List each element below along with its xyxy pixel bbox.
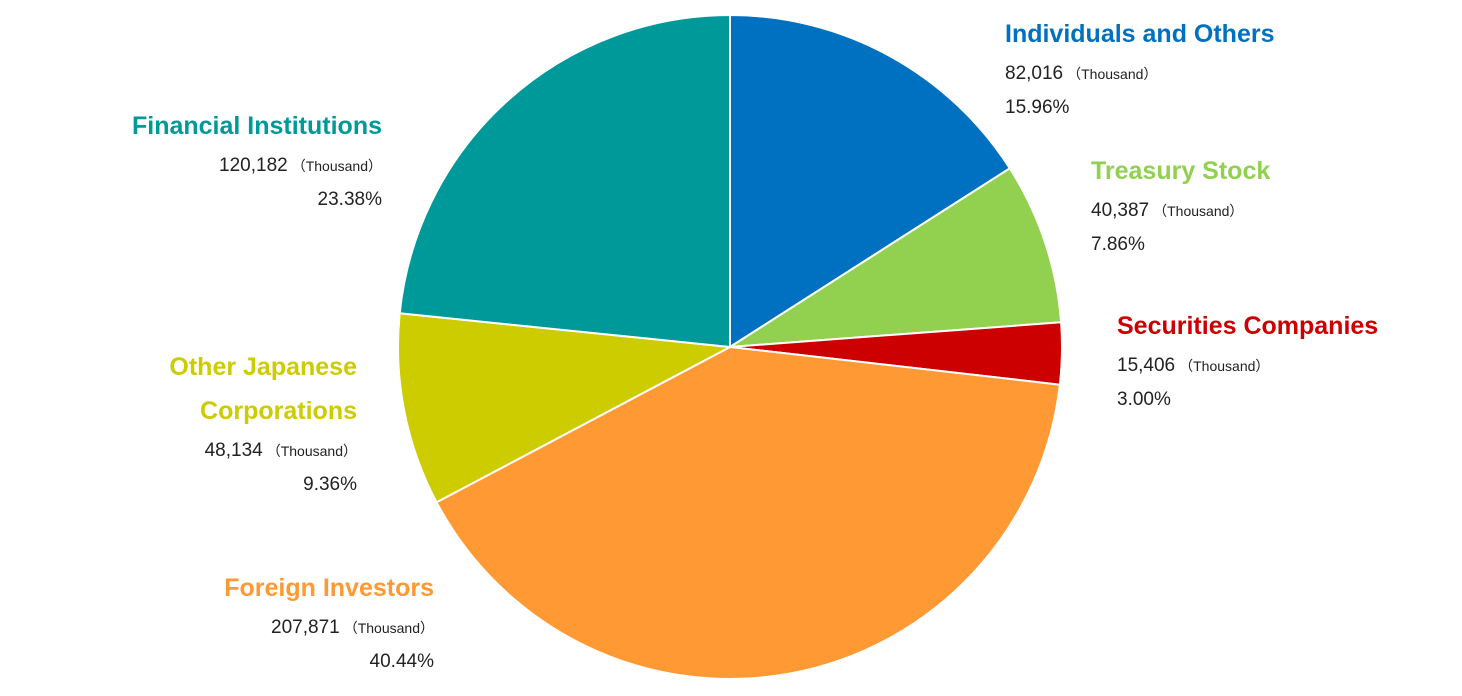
amount-value: 15,406 xyxy=(1117,355,1176,376)
pie-slice-foreign-investors xyxy=(435,346,1061,680)
amount-value: 82,016 xyxy=(1005,63,1064,84)
slice-name: Financial Institutions xyxy=(131,112,382,140)
amount-unit: （Thousand） xyxy=(291,158,382,174)
slice-amount: 207,871 （Thousand） xyxy=(224,611,434,645)
slice-percent: 3.00% xyxy=(1117,389,1171,410)
amount-unit: （Thousand） xyxy=(1179,358,1270,374)
pie-slice-financial-institutions xyxy=(398,14,731,348)
amount-value: 48,134 xyxy=(204,440,263,461)
slice-percent: 40.44% xyxy=(369,651,434,672)
slice-percent: 15.96% xyxy=(1005,97,1070,118)
slice-name: Treasury Stock xyxy=(1091,157,1271,185)
amount-unit: （Thousand） xyxy=(266,443,357,459)
slice-percent: 7.86% xyxy=(1091,234,1145,255)
label-treasury-stock: Treasury Stock 40,387 （Thousand） 7.86% xyxy=(1091,148,1270,262)
label-individuals-and-others: Individuals and Others 82,016 （Thousand） … xyxy=(1005,11,1275,125)
label-foreign-investors: Foreign Investors 207,871 （Thousand） 40.4… xyxy=(224,565,434,679)
label-financial-institutions: Financial Institutions 120,182 （Thousand）… xyxy=(132,103,382,217)
label-securities-companies: Securities Companies 15,406 （Thousand） 3.… xyxy=(1117,303,1378,417)
slice-amount: 48,134 （Thousand） xyxy=(169,434,357,468)
slice-amount: 82,016 （Thousand） xyxy=(1005,57,1275,91)
slice-name: Individuals and Others xyxy=(1005,20,1275,48)
slice-amount: 40,387 （Thousand） xyxy=(1091,194,1270,228)
amount-unit: （Thousand） xyxy=(1153,203,1244,219)
slice-name: Securities Companies xyxy=(1117,312,1379,340)
slice-name-line-2: Corporations xyxy=(200,397,357,425)
amount-value: 120,182 xyxy=(219,155,288,176)
amount-value: 207,871 xyxy=(271,617,340,638)
slice-percent: 9.36% xyxy=(303,474,357,495)
slice-amount: 120,182 （Thousand） xyxy=(132,149,382,183)
slice-name: Foreign Investors xyxy=(224,574,434,602)
pie-slice-other-japanese-corporations xyxy=(397,312,731,504)
slice-name-line-1: Other Japanese xyxy=(169,353,357,381)
label-other-japanese-corporations: Other Japanese Corporations 48,134 （Thous… xyxy=(169,344,357,502)
pie-slice-treasury-stock xyxy=(729,167,1063,348)
slice-percent: 23.38% xyxy=(317,189,382,210)
pie-slice-individuals-and-others xyxy=(729,14,1011,348)
slice-amount: 15,406 （Thousand） xyxy=(1117,349,1378,383)
amount-value: 40,387 xyxy=(1091,200,1150,221)
amount-unit: （Thousand） xyxy=(343,620,434,636)
amount-unit: （Thousand） xyxy=(1067,66,1158,82)
